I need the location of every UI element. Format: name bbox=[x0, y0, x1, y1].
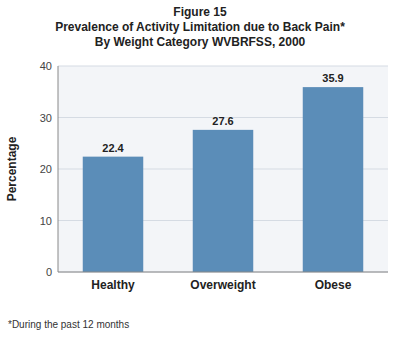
bar bbox=[83, 157, 144, 272]
bars bbox=[83, 87, 364, 272]
title-line: By Weight Category WVBRFSS, 2000 bbox=[95, 35, 306, 49]
footnote: *During the past 12 months bbox=[8, 319, 129, 330]
bar bbox=[193, 130, 254, 272]
bar bbox=[303, 87, 364, 272]
title-line: Figure 15 bbox=[173, 5, 227, 19]
data-label: 27.6 bbox=[212, 115, 233, 127]
x-tick-label: Healthy bbox=[91, 278, 135, 292]
y-tick-label: 10 bbox=[40, 215, 52, 227]
y-tick-label: 40 bbox=[40, 60, 52, 72]
title-line: Prevalence of Activity Limitation due to… bbox=[55, 20, 345, 34]
data-label: 22.4 bbox=[102, 142, 124, 154]
y-axis bbox=[58, 66, 59, 272]
title: Figure 15Prevalence of Activity Limitati… bbox=[55, 5, 345, 49]
y-tick-label: 30 bbox=[40, 112, 52, 124]
y-tick-label: 0 bbox=[46, 266, 52, 278]
y-tick-label: 20 bbox=[40, 163, 52, 175]
x-axis bbox=[58, 272, 388, 273]
x-tick-label: Overweight bbox=[190, 278, 255, 292]
chart: Figure 15Prevalence of Activity Limitati… bbox=[0, 0, 400, 338]
grid-line bbox=[58, 272, 388, 273]
data-label: 35.9 bbox=[322, 72, 343, 84]
x-tick-label: Obese bbox=[315, 278, 352, 292]
y-axis-label: Percentage bbox=[5, 136, 19, 201]
plot-background bbox=[58, 66, 388, 272]
grid-line bbox=[58, 66, 388, 67]
